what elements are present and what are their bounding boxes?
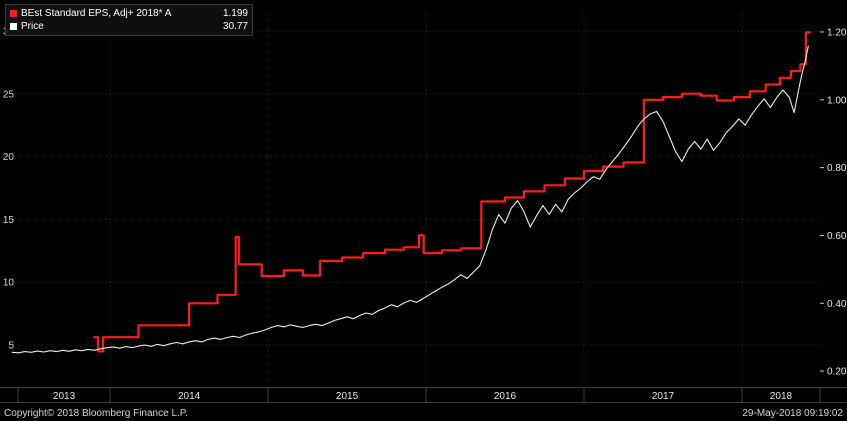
price-series-value: 30.77 [222, 21, 248, 32]
legend-item-price[interactable]: Price 30.77 [10, 20, 248, 33]
left-axis-tick-label: 10 [3, 278, 15, 289]
x-axis-year-label: 2018 [770, 391, 793, 402]
right-axis-tick-label: 0.20 [827, 367, 847, 378]
eps-series-label: BEst Standard EPS, Adj+ 2018* A [21, 8, 172, 19]
eps-series-value: 1.199 [222, 8, 248, 19]
left-axis-tick-label: 20 [3, 152, 15, 163]
x-axis-year-label: 2017 [652, 391, 675, 402]
price-series-swatch [10, 23, 17, 30]
eps-line [93, 31, 811, 353]
eps-series-swatch [10, 10, 17, 17]
x-axis-year-label: 2015 [336, 391, 359, 402]
timestamp-text: 29-May-2018 09:19:02 [742, 408, 843, 419]
price-line [11, 45, 809, 354]
status-bar: Copyright© 2018 Bloomberg Finance L.P. 2… [4, 408, 843, 419]
price-series-label: Price [21, 21, 44, 32]
left-axis-tick-label: 5 [8, 341, 14, 352]
copyright-text: Copyright© 2018 Bloomberg Finance L.P. [4, 408, 188, 419]
right-axis-tick-label: 0.60 [827, 231, 847, 242]
legend-item-eps[interactable]: BEst Standard EPS, Adj+ 2018* A 1.199 [10, 7, 248, 20]
x-axis-year-label: 2014 [178, 391, 201, 402]
right-axis-tick-label: 1.00 [827, 95, 847, 106]
right-axis-tick-label: 1.20 [827, 27, 847, 38]
right-axis-tick-label: 0.80 [827, 163, 847, 174]
x-axis-year-label: 2016 [494, 391, 517, 402]
x-axis-year-label: 2013 [53, 391, 76, 402]
chart-legend: BEst Standard EPS, Adj+ 2018* A 1.199 Pr… [5, 4, 253, 36]
left-axis-tick-label: 25 [3, 89, 15, 100]
right-axis-tick-label: 0.40 [827, 299, 847, 310]
left-axis-tick-label: 15 [3, 215, 15, 226]
